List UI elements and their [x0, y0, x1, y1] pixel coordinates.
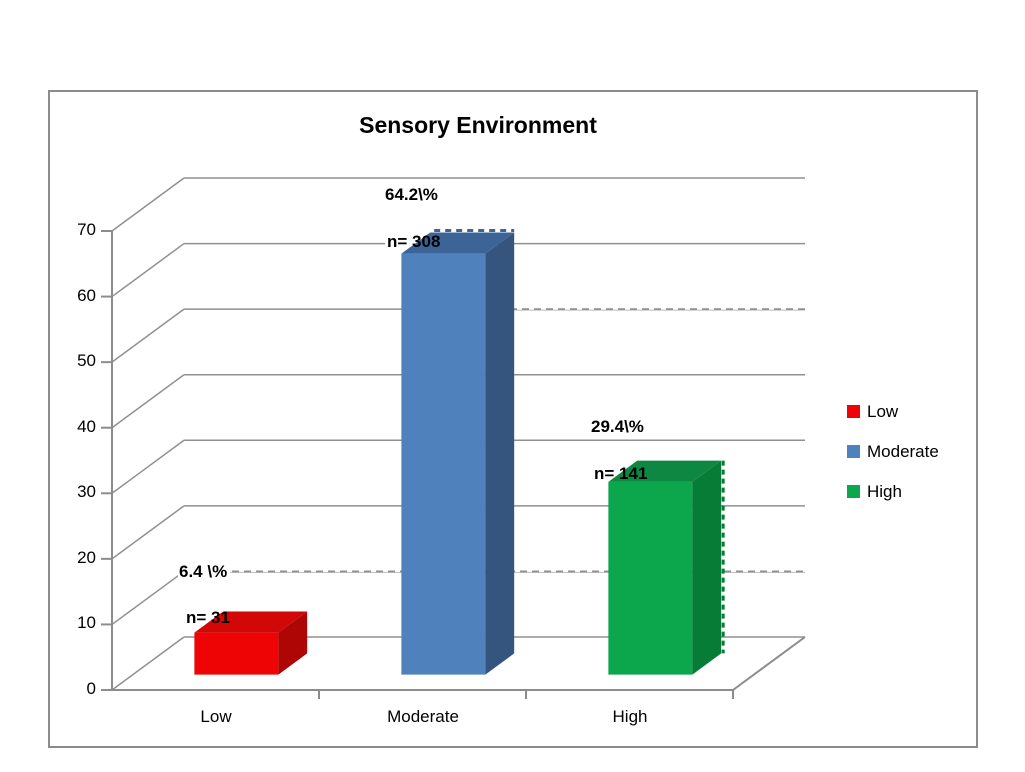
y-axis-tick-label: 0	[86, 679, 96, 698]
data-label-percent: 6.4 \%	[178, 562, 231, 582]
chart-title: Sensory Environment	[359, 112, 597, 138]
data-label-count: n= 141	[594, 464, 648, 483]
x-axis-category-label: Low	[200, 707, 232, 726]
x-axis-category-label: High	[612, 707, 648, 726]
data-label-percent: 29.4\%	[591, 417, 644, 436]
y-axis-tick-label: 30	[77, 482, 96, 501]
legend-swatch	[847, 445, 860, 458]
legend-item: High	[847, 482, 939, 501]
legend-swatch	[847, 485, 860, 498]
y-axis-tick-label: 40	[77, 417, 96, 436]
data-label-count: n= 308	[387, 232, 441, 251]
y-axis-tick-label: 70	[77, 220, 96, 239]
legend-swatch	[847, 405, 860, 418]
legend-label: High	[867, 482, 902, 501]
data-label-percent: 64.2\%	[385, 185, 438, 204]
y-axis-tick-label: 10	[77, 613, 96, 632]
y-axis-tick-label: 50	[77, 351, 96, 370]
legend: Low Moderate High	[847, 402, 939, 522]
legend-label: Moderate	[867, 442, 939, 461]
legend-item: Moderate	[847, 442, 939, 461]
legend-item: Low	[847, 402, 939, 421]
y-axis-tick-label: 60	[77, 286, 96, 305]
legend-label: Low	[867, 402, 899, 421]
y-axis-tick-label: 20	[77, 548, 96, 567]
x-axis-category-label: Moderate	[387, 707, 459, 726]
data-label-count: n= 31	[186, 608, 230, 627]
